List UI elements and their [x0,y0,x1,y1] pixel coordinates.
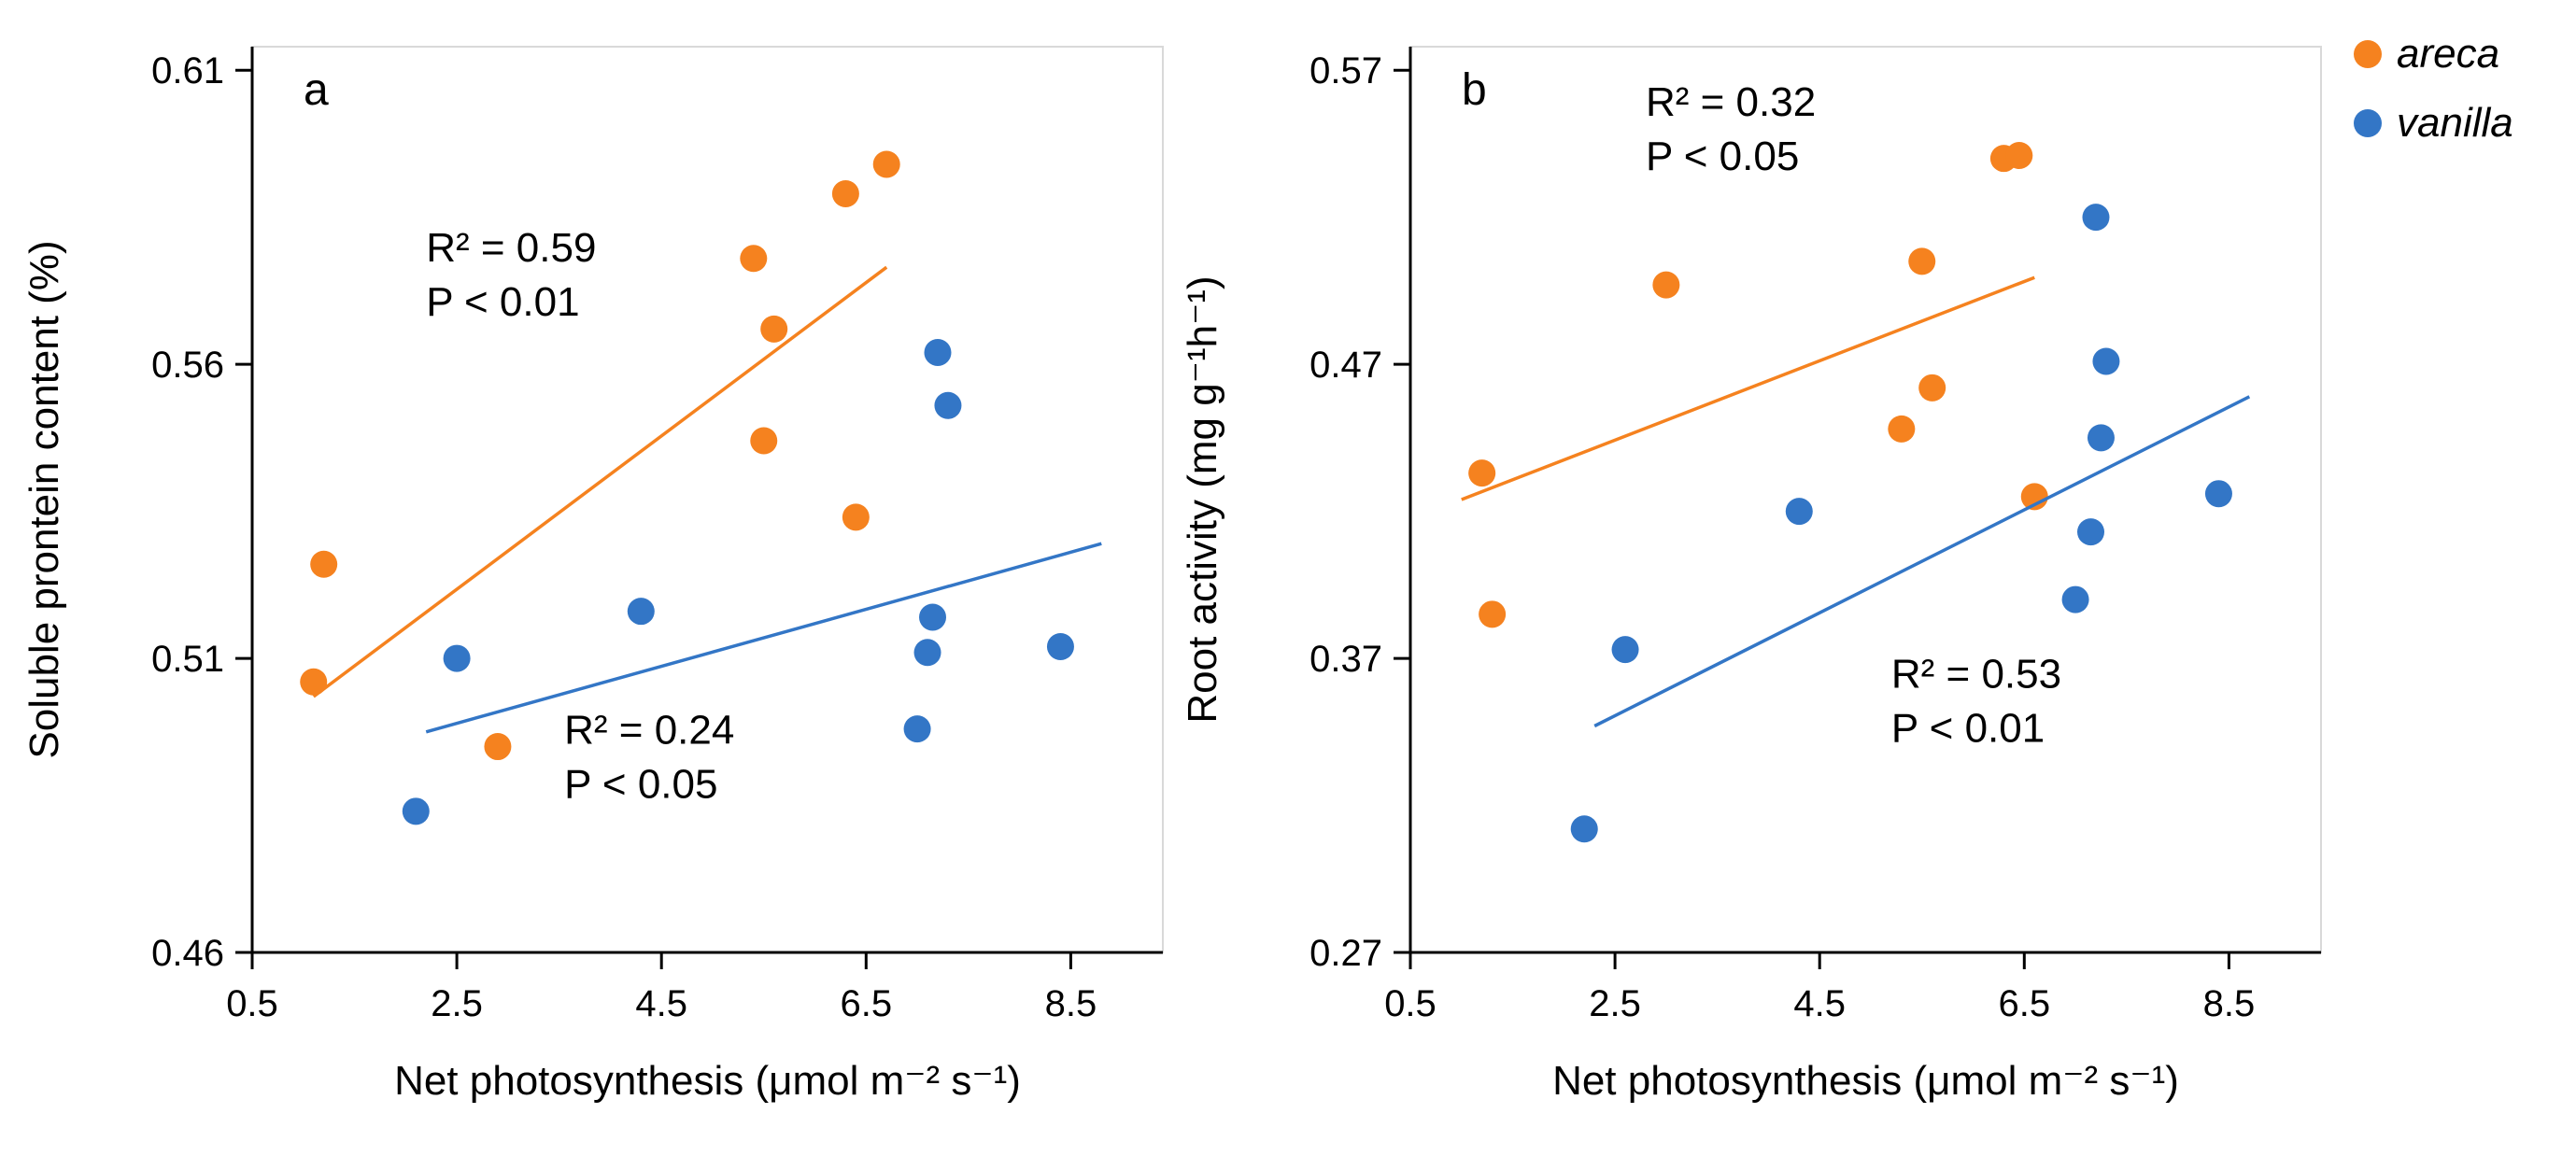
areca-data-point [1479,600,1507,628]
areca-data-point [484,733,512,761]
vanilla-data-point [934,391,962,419]
vanilla-data-point [919,603,947,631]
legend-item-areca: areca [2354,28,2513,80]
legend-label-vanilla: vanilla [2397,100,2513,146]
vanilla-stats-annotation: R² = 0.53 [1891,652,2061,698]
x-tick-label: 4.5 [635,983,687,1024]
vanilla-data-point [2204,480,2232,508]
vanilla-data-point [2092,347,2120,375]
areca-data-point [1652,271,1680,299]
vanilla-stats-annotation: R² = 0.24 [564,707,734,753]
areca-data-point [1468,459,1496,487]
vanilla-data-point [627,598,655,626]
panel-a: 0.5 2.5 4.5 6.5 8.5 0.46 0.51 0.56 0.61 Net photo… [21,46,1164,1104]
vanilla-data-point [1570,815,1598,843]
x-tick-label: 8.5 [1045,983,1097,1024]
vanilla-data-point [1785,498,1813,526]
y-axis-title: Root activity (mg g⁻¹h⁻¹) [1180,275,1225,723]
areca-marker-icon [2354,40,2382,68]
areca-data-point [872,150,900,178]
vanilla-data-point [2082,204,2110,232]
vanilla-stats-annotation: P < 0.05 [564,761,717,807]
x-tick-label: 8.5 [2203,983,2256,1024]
panel-label: b [1462,65,1487,115]
plot-border [251,46,1164,953]
vanilla-data-point [2077,518,2105,546]
vanilla-data-point [443,644,471,672]
areca-data-point [842,503,870,531]
y-tick-label: 0.61 [151,50,224,92]
areca-data-point [310,550,338,578]
areca-data-point [2005,142,2033,170]
vanilla-data-point [402,797,430,825]
y-tick-label: 0.47 [1309,345,1382,386]
areca-stats-annotation: R² = 0.32 [1646,79,1816,125]
plot-border [1409,46,2322,953]
areca-data-point [750,427,778,455]
x-tick-label: 2.5 [431,983,483,1024]
panel-b: 0.5 2.5 4.5 6.5 8.5 0.27 0.37 0.47 0.57 Net photo… [1180,46,2322,1104]
x-tick-label: 2.5 [1589,983,1641,1024]
legend-label-areca: areca [2397,31,2500,77]
areca-stats-annotation: P < 0.05 [1646,134,1799,179]
legend-item-vanilla: vanilla [2354,97,2513,149]
areca-trendline [312,265,888,698]
vanilla-data-point [1046,632,1074,660]
y-tick-label: 0.46 [151,933,224,974]
panel-label: a [304,65,329,115]
y-tick-label: 0.27 [1309,933,1382,974]
areca-data-point [831,179,859,207]
legend: areca vanilla [2354,28,2513,149]
areca-data-point [1888,415,1916,443]
areca-stats-annotation: R² = 0.59 [426,225,596,271]
vanilla-marker-icon [2354,109,2382,137]
y-tick-label: 0.37 [1309,639,1382,680]
areca-data-point [1908,247,1936,275]
areca-data-point [300,668,328,696]
vanilla-data-point [924,339,952,367]
areca-data-point [740,245,768,273]
areca-data-point [760,315,788,343]
vanilla-data-point [913,639,941,667]
vanilla-data-point [2061,585,2089,613]
x-axis-title: Net photosynthesis (μmol m⁻² s⁻¹) [394,1058,1021,1104]
areca-stats-annotation: P < 0.01 [426,279,579,325]
areca-data-point [1918,374,1946,402]
x-tick-label: 6.5 [840,983,892,1024]
areca-trendline [1461,275,2035,501]
vanilla-trendline [1593,395,2251,728]
x-tick-label: 6.5 [1998,983,2050,1024]
vanilla-data-point [1611,636,1639,664]
x-tick-label: 4.5 [1793,983,1846,1024]
vanilla-trendline [425,542,1102,734]
x-tick-label: 0.5 [226,983,278,1024]
vanilla-stats-annotation: P < 0.01 [1891,706,2045,752]
vanilla-data-point [2087,424,2115,452]
y-tick-label: 0.57 [1309,50,1382,92]
x-axis-title: Net photosynthesis (μmol m⁻² s⁻¹) [1552,1058,2179,1104]
areca-data-point [2020,483,2048,511]
x-tick-label: 0.5 [1384,983,1437,1024]
y-tick-label: 0.51 [151,639,224,680]
y-tick-label: 0.56 [151,345,224,386]
y-axis-title: Soluble prontein content (%) [21,240,67,758]
vanilla-data-point [903,715,931,743]
